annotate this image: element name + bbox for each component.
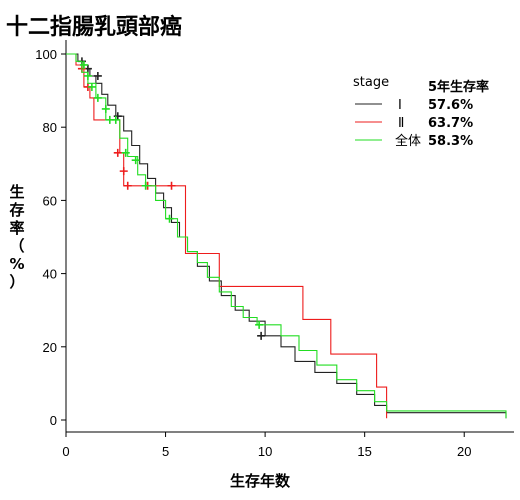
x-tick-label: 20	[457, 444, 471, 459]
y-tick-label: 20	[43, 340, 57, 355]
censor-mark	[113, 112, 122, 121]
legend-label-all: 全体	[395, 133, 421, 149]
legend-rate-all: 58.3%	[428, 134, 473, 149]
censor-mark	[79, 60, 88, 69]
legend-rate-stage2: 63.7%	[428, 116, 473, 131]
legend-label-stage1: Ⅰ	[398, 98, 402, 113]
x-tick-label: 5	[162, 444, 169, 459]
censor-mark	[93, 93, 102, 102]
censor-mark	[83, 71, 92, 80]
series-layer	[66, 53, 507, 419]
chart-title: 十二指腸乳頭部癌	[6, 14, 182, 40]
y-tick-label: 100	[35, 47, 57, 62]
censor-mark	[141, 181, 150, 190]
censor-mark	[165, 214, 174, 223]
axes	[65, 40, 514, 433]
series-1	[66, 53, 388, 419]
y-axis-title-char: 存	[9, 201, 24, 219]
censor-mark	[123, 181, 132, 190]
series-line	[66, 53, 388, 419]
y-axis-title-char: ）	[9, 273, 24, 291]
legend: stage 5年生存率 Ⅰ 57.6% Ⅱ 63.7% 全体 58.3%	[353, 75, 489, 149]
legend-title: stage	[353, 75, 389, 90]
legend-rate-header: 5年生存率	[428, 79, 489, 95]
y-ticks: 0 20 40 60 80 100	[35, 47, 66, 428]
censor-mark	[257, 331, 266, 340]
censor-mark	[113, 148, 122, 157]
censor-mark	[121, 148, 130, 157]
y-tick-label: 60	[43, 193, 57, 208]
y-tick-label: 40	[43, 267, 57, 282]
y-tick-label: 80	[43, 120, 57, 135]
y-axis-title-char: 率	[9, 219, 24, 237]
censor-mark	[255, 320, 264, 329]
censor-mark	[167, 181, 176, 190]
x-tick-label: 10	[258, 444, 272, 459]
x-ticks: 0 5 10 15 20	[62, 432, 471, 459]
y-axis-title-char: （	[9, 237, 24, 255]
censor-mark	[87, 82, 96, 91]
series-line	[66, 53, 507, 419]
censor-mark	[119, 167, 128, 176]
x-axis-title: 生存年数	[230, 472, 291, 490]
y-axis-title-char: 生	[9, 183, 24, 201]
y-axis-title: 生 存 率 （ % ）	[9, 183, 24, 291]
series-2	[66, 53, 507, 419]
censor-mark	[111, 115, 120, 124]
legend-label-stage2: Ⅱ	[398, 116, 404, 131]
y-axis-title-char: %	[9, 255, 24, 273]
legend-rate-stage1: 57.6%	[428, 98, 473, 113]
censor-mark	[93, 71, 102, 80]
x-tick-label: 15	[357, 444, 371, 459]
censor-mark	[131, 156, 140, 165]
censor-mark	[101, 104, 110, 113]
y-tick-label: 0	[50, 413, 57, 428]
x-tick-label: 0	[62, 444, 69, 459]
